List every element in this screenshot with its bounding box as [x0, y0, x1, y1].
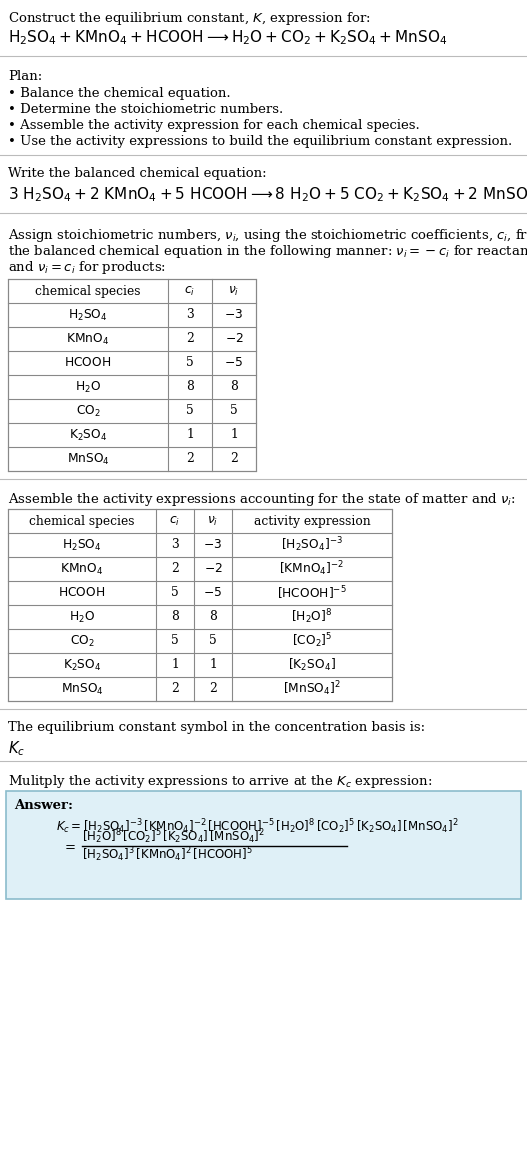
Text: $c_i$: $c_i$ [184, 285, 196, 298]
Text: Assign stoichiometric numbers, $\nu_i$, using the stoichiometric coefficients, $: Assign stoichiometric numbers, $\nu_i$, … [8, 227, 527, 244]
Text: $\mathrm{K_2SO_4}$: $\mathrm{K_2SO_4}$ [63, 657, 101, 672]
Text: $-3$: $-3$ [203, 538, 222, 551]
Text: $[\mathrm{MnSO_4}]^{2}$: $[\mathrm{MnSO_4}]^{2}$ [283, 679, 341, 698]
Text: • Use the activity expressions to build the equilibrium constant expression.: • Use the activity expressions to build … [8, 135, 512, 148]
Text: $\mathrm{H_2SO_4}$: $\mathrm{H_2SO_4}$ [68, 307, 108, 322]
Text: chemical species: chemical species [30, 514, 135, 528]
Text: $K_c$: $K_c$ [8, 739, 25, 758]
Text: 8: 8 [230, 380, 238, 393]
Text: $-2$: $-2$ [225, 333, 243, 345]
Text: 1: 1 [186, 428, 194, 442]
Text: $[\mathrm{H_2O}]^{8}\,[\mathrm{CO_2}]^{5}\,[\mathrm{K_2SO_4}]\,[\mathrm{MnSO_4}]: $[\mathrm{H_2O}]^{8}\,[\mathrm{CO_2}]^{5… [82, 828, 265, 847]
Text: 2: 2 [171, 563, 179, 576]
Text: and $\nu_i = c_i$ for products:: and $\nu_i = c_i$ for products: [8, 259, 166, 276]
Text: $\mathrm{H_2O}$: $\mathrm{H_2O}$ [69, 609, 95, 625]
Text: $\mathrm{KMnO_4}$: $\mathrm{KMnO_4}$ [61, 562, 103, 577]
Text: 1: 1 [230, 428, 238, 442]
Text: $[\mathrm{CO_2}]^{5}$: $[\mathrm{CO_2}]^{5}$ [292, 632, 332, 650]
Text: The equilibrium constant symbol in the concentration basis is:: The equilibrium constant symbol in the c… [8, 721, 425, 734]
Text: $K_c = [\mathrm{H_2SO_4}]^{-3}\,[\mathrm{KMnO_4}]^{-2}\,[\mathrm{HCOOH}]^{-5}\,[: $K_c = [\mathrm{H_2SO_4}]^{-3}\,[\mathrm… [56, 816, 458, 836]
Text: • Determine the stoichiometric numbers.: • Determine the stoichiometric numbers. [8, 104, 283, 116]
Text: 8: 8 [209, 611, 217, 623]
Text: chemical species: chemical species [35, 285, 141, 298]
Text: $-5$: $-5$ [225, 357, 243, 370]
Text: Construct the equilibrium constant, $K$, expression for:: Construct the equilibrium constant, $K$,… [8, 10, 370, 27]
Text: activity expression: activity expression [253, 514, 370, 528]
Text: Mulitply the activity expressions to arrive at the $K_c$ expression:: Mulitply the activity expressions to arr… [8, 773, 432, 790]
Text: 2: 2 [171, 683, 179, 695]
Text: Assemble the activity expressions accounting for the state of matter and $\nu_i$: Assemble the activity expressions accoun… [8, 491, 516, 508]
Text: 1: 1 [209, 658, 217, 671]
Text: 5: 5 [171, 635, 179, 648]
Text: 8: 8 [186, 380, 194, 393]
Text: $\mathrm{CO_2}$: $\mathrm{CO_2}$ [75, 404, 100, 419]
Text: $\mathrm{HCOOH}$: $\mathrm{HCOOH}$ [58, 586, 105, 599]
Text: $\mathrm{MnSO_4}$: $\mathrm{MnSO_4}$ [61, 682, 103, 697]
Text: $[\mathrm{H_2SO_4}]^{3}\,[\mathrm{KMnO_4}]^{2}\,[\mathrm{HCOOH}]^{5}$: $[\mathrm{H_2SO_4}]^{3}\,[\mathrm{KMnO_4… [82, 846, 253, 864]
Text: 5: 5 [186, 405, 194, 418]
Text: $c_i$: $c_i$ [170, 514, 181, 528]
Text: $[\mathrm{H_2O}]^{8}$: $[\mathrm{H_2O}]^{8}$ [291, 607, 333, 627]
Text: 2: 2 [230, 452, 238, 465]
Text: 3: 3 [171, 538, 179, 551]
Text: $\mathrm{H_2SO_4 + KMnO_4 + HCOOH \longrightarrow H_2O + CO_2 + K_2SO_4 + MnSO_4: $\mathrm{H_2SO_4 + KMnO_4 + HCOOH \longr… [8, 28, 447, 47]
Text: $=$: $=$ [62, 840, 76, 852]
Text: 5: 5 [171, 586, 179, 599]
Text: 5: 5 [230, 405, 238, 418]
Text: $[\mathrm{KMnO_4}]^{-2}$: $[\mathrm{KMnO_4}]^{-2}$ [279, 559, 345, 578]
Text: 1: 1 [171, 658, 179, 671]
Text: $\nu_i$: $\nu_i$ [228, 285, 240, 298]
Text: 2: 2 [186, 452, 194, 465]
Text: $-5$: $-5$ [203, 586, 222, 599]
Text: $\mathrm{KMnO_4}$: $\mathrm{KMnO_4}$ [66, 331, 110, 347]
Text: $\mathrm{3\ H_2SO_4 + 2\ KMnO_4 + 5\ HCOOH \longrightarrow 8\ H_2O + 5\ CO_2 + K: $\mathrm{3\ H_2SO_4 + 2\ KMnO_4 + 5\ HCO… [8, 185, 527, 204]
Text: $\mathrm{HCOOH}$: $\mathrm{HCOOH}$ [64, 357, 112, 370]
Text: Plan:: Plan: [8, 70, 42, 83]
Bar [8, 509, 392, 701]
Text: • Assemble the activity expression for each chemical species.: • Assemble the activity expression for e… [8, 119, 419, 131]
Bar [8, 279, 256, 471]
Text: 2: 2 [209, 683, 217, 695]
Text: • Balance the chemical equation.: • Balance the chemical equation. [8, 87, 231, 100]
FancyBboxPatch shape [6, 791, 521, 899]
Text: Write the balanced chemical equation:: Write the balanced chemical equation: [8, 167, 267, 180]
Text: $[\mathrm{HCOOH}]^{-5}$: $[\mathrm{HCOOH}]^{-5}$ [277, 584, 347, 601]
Text: the balanced chemical equation in the following manner: $\nu_i = -c_i$ for react: the balanced chemical equation in the fo… [8, 243, 527, 261]
Text: $\nu_i$: $\nu_i$ [208, 514, 219, 528]
Text: $\mathrm{K_2SO_4}$: $\mathrm{K_2SO_4}$ [69, 428, 107, 443]
Text: 3: 3 [186, 308, 194, 321]
Text: Answer:: Answer: [14, 799, 73, 812]
Text: $[\mathrm{K_2SO_4}]$: $[\mathrm{K_2SO_4}]$ [288, 657, 336, 673]
Text: $-3$: $-3$ [225, 308, 243, 321]
Text: $\mathrm{MnSO_4}$: $\mathrm{MnSO_4}$ [66, 451, 110, 466]
Text: 5: 5 [186, 357, 194, 370]
Text: $-2$: $-2$ [203, 563, 222, 576]
Text: $\mathrm{H_2O}$: $\mathrm{H_2O}$ [75, 379, 101, 394]
Text: 5: 5 [209, 635, 217, 648]
Text: 2: 2 [186, 333, 194, 345]
Text: $[\mathrm{H_2SO_4}]^{-3}$: $[\mathrm{H_2SO_4}]^{-3}$ [281, 536, 343, 555]
Text: $\mathrm{CO_2}$: $\mathrm{CO_2}$ [70, 634, 94, 649]
Text: 8: 8 [171, 611, 179, 623]
Text: $\mathrm{H_2SO_4}$: $\mathrm{H_2SO_4}$ [62, 537, 102, 552]
